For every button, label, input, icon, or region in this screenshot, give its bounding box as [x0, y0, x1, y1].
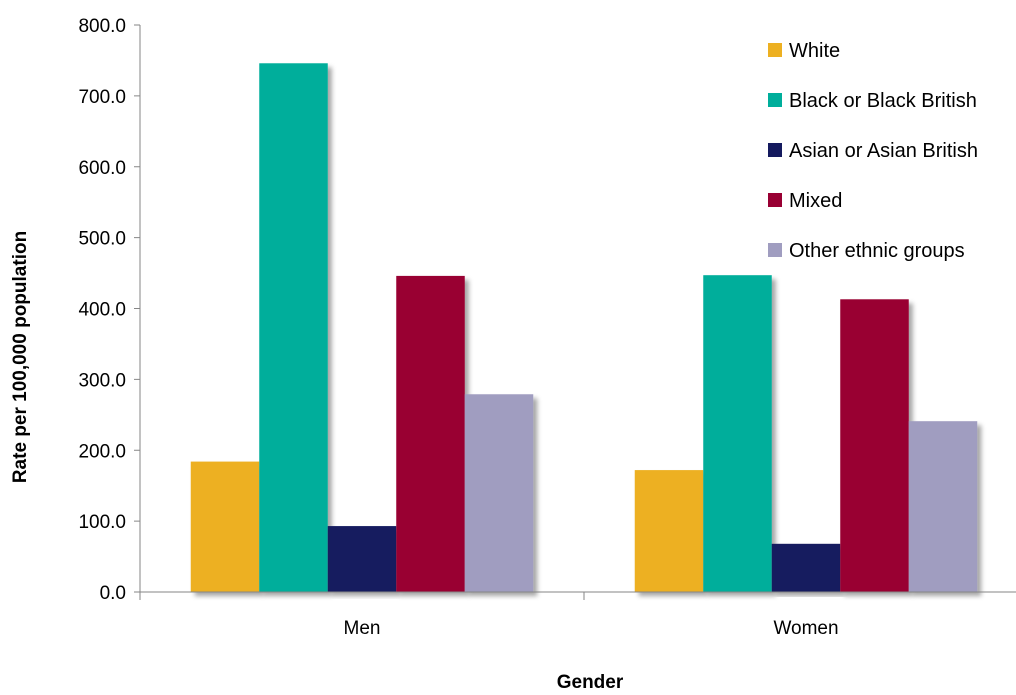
- bar: [634, 470, 704, 592]
- y-tick-label: 200.0: [78, 441, 126, 462]
- y-tick-label: 500.0: [78, 229, 126, 250]
- bar: [396, 275, 465, 592]
- legend-label: Black or Black British: [789, 90, 977, 112]
- legend-swatch: [768, 43, 782, 57]
- y-axis-title: Rate per 100,000 population: [10, 231, 31, 483]
- y-tick-label: 700.0: [78, 87, 126, 108]
- y-tick-label: 800.0: [78, 16, 126, 37]
- bar: [259, 63, 328, 592]
- y-tick-label: 100.0: [78, 512, 126, 533]
- legend-label: Other ethnic groups: [789, 240, 965, 262]
- bar: [703, 275, 772, 592]
- x-axis-title: Gender: [557, 672, 624, 693]
- y-tick-label: 0.0: [100, 583, 126, 604]
- legend-swatch: [768, 143, 782, 157]
- x-tick-label: Women: [773, 618, 838, 639]
- y-axis: 0.0 100.0 200.0 300.0 400.0 500.0 600.0 700.0 80…: [78, 16, 141, 604]
- y-tick-label: 400.0: [78, 300, 126, 321]
- bar: [464, 394, 534, 592]
- legend-swatch: [768, 93, 782, 107]
- legend-swatch: [768, 193, 782, 207]
- x-axis: Men Women: [139, 591, 1016, 639]
- legend-label: White: [789, 40, 840, 62]
- legend-swatch: [768, 243, 782, 257]
- x-tick-label: Men: [344, 618, 381, 639]
- bar: [771, 543, 841, 592]
- bar: [190, 461, 260, 592]
- legend-label: Asian or Asian British: [789, 140, 978, 162]
- bars-group: [190, 63, 978, 592]
- y-tick-label: 300.0: [78, 370, 126, 391]
- bar: [327, 526, 397, 592]
- bar: [908, 421, 978, 592]
- y-tick-label: 600.0: [78, 158, 126, 179]
- legend-label: Mixed: [789, 190, 842, 212]
- legend: White Black or Black British Asian or Asia…: [768, 40, 978, 262]
- bar: [840, 299, 909, 592]
